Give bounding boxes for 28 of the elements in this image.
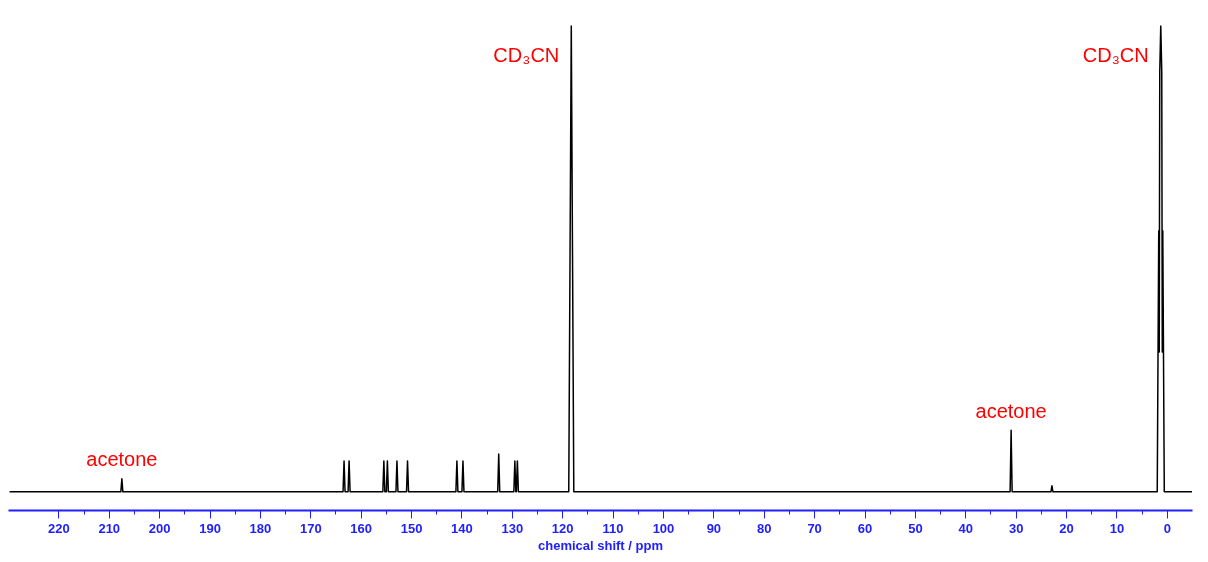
x-tick-label: 150 bbox=[400, 520, 423, 536]
x-tick-label: 0 bbox=[1163, 520, 1171, 536]
x-tick-label: 100 bbox=[652, 520, 675, 536]
x-tick-label: 80 bbox=[757, 520, 772, 536]
x-tick-label: 180 bbox=[249, 520, 272, 536]
x-tick-label: 190 bbox=[199, 520, 221, 536]
x-tick-label: 220 bbox=[48, 520, 70, 536]
x-tick-label: 30 bbox=[1008, 520, 1024, 536]
x-tick-label: 140 bbox=[451, 520, 473, 536]
x-tick-label: 10 bbox=[1109, 520, 1125, 536]
x-tick-label: 20 bbox=[1059, 520, 1074, 536]
x-tick-label: 170 bbox=[299, 520, 322, 536]
x-tick-label: 90 bbox=[706, 520, 722, 536]
x-tick-label: 160 bbox=[350, 520, 373, 536]
x-tick-label: 60 bbox=[857, 520, 873, 536]
x-tick-label: 210 bbox=[98, 520, 121, 536]
annotation: CD₃CN bbox=[1082, 44, 1149, 67]
x-tick-label: 200 bbox=[148, 520, 171, 536]
x-tick-label: 50 bbox=[908, 520, 923, 536]
x-tick-label: 110 bbox=[602, 520, 624, 536]
annotation: acetone bbox=[975, 399, 1047, 422]
x-tick-label: 70 bbox=[807, 520, 822, 536]
x-tick-label: 120 bbox=[551, 520, 574, 536]
x-tick-label: 130 bbox=[501, 520, 524, 536]
annotation: acetone bbox=[86, 448, 158, 471]
annotation: CD₃CN bbox=[493, 44, 560, 67]
x-axis-title: chemical shift / ppm bbox=[538, 537, 663, 553]
x-tick-label: 40 bbox=[958, 520, 974, 536]
